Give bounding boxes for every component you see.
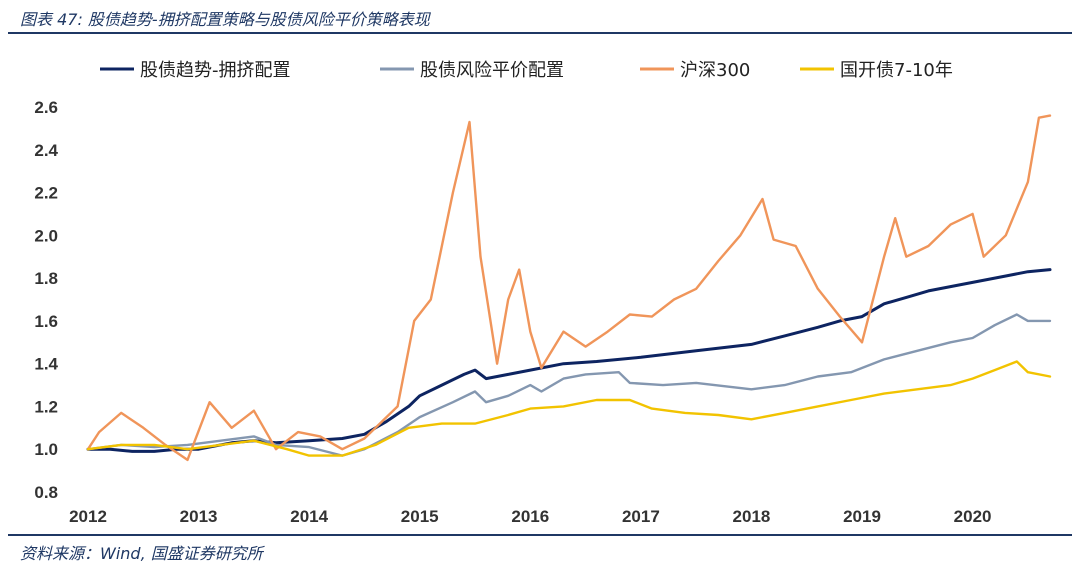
x-tick-label: 2016 xyxy=(511,507,549,526)
x-tick-label: 2013 xyxy=(180,507,218,526)
x-axis: 2012 2013 2014 2015 2016 2017 2018 2019 2020 xyxy=(69,507,991,526)
legend-label-1: 股债风险平价配置 xyxy=(420,60,564,81)
series-line-0 xyxy=(86,268,1052,453)
x-tick-label: 2017 xyxy=(622,507,660,526)
y-tick-label: 2.4 xyxy=(34,141,58,160)
y-tick-label: 2.0 xyxy=(34,226,58,245)
x-tick-label: 2012 xyxy=(69,507,107,526)
y-axis: 2.6 2.4 2.2 2.0 1.8 1.6 1.4 1.2 1.0 0.8 xyxy=(34,98,58,502)
bottom-divider xyxy=(8,534,1072,536)
x-tick-label: 2018 xyxy=(733,507,771,526)
y-tick-label: 2.6 xyxy=(34,98,58,117)
series-line-3 xyxy=(86,360,1052,457)
x-tick-label: 2020 xyxy=(954,507,992,526)
legend-label-2: 沪深300 xyxy=(680,60,750,81)
y-tick-label: 1.6 xyxy=(34,312,58,331)
x-tick-label: 2014 xyxy=(290,507,328,526)
legend-label-0: 股债趋势-拥挤配置 xyxy=(140,60,291,81)
legend-label-3: 国开债7-10年 xyxy=(840,60,953,81)
figure-title: 图表 47: 股债趋势-拥挤配置策略与股债风险平价策略表现 xyxy=(20,10,430,29)
y-tick-label: 0.8 xyxy=(34,483,58,502)
line-chart: 股债趋势-拥挤配置 股债风险平价配置 沪深300 国开债7-10年 2.6 2.4 2.2… xyxy=(34,60,1052,526)
source-note: 资料来源：Wind, 国盛证券研究所 xyxy=(20,544,263,563)
series-line-2 xyxy=(86,114,1052,462)
y-tick-label: 2.2 xyxy=(34,184,58,203)
series-group xyxy=(86,114,1052,462)
y-tick-label: 1.0 xyxy=(34,440,58,459)
x-tick-label: 2019 xyxy=(843,507,881,526)
y-tick-label: 1.2 xyxy=(34,397,58,416)
x-tick-label: 2015 xyxy=(401,507,439,526)
top-divider xyxy=(8,32,1072,34)
chart-legend: 股债趋势-拥挤配置 股债风险平价配置 沪深300 国开债7-10年 xyxy=(100,60,953,81)
y-tick-label: 1.4 xyxy=(34,355,58,374)
y-tick-label: 1.8 xyxy=(34,269,58,288)
